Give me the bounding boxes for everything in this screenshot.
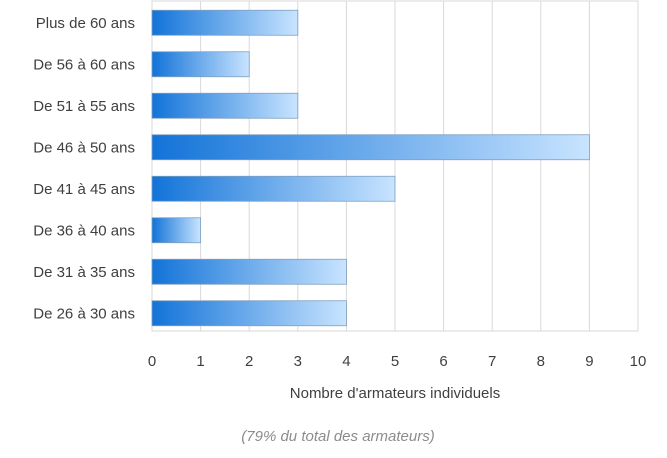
x-tick-label-8: 8 <box>537 353 545 370</box>
x-tick-label-6: 6 <box>439 353 447 370</box>
bar-0 <box>151 9 299 36</box>
category-label-6: De 31 à 35 ans <box>33 264 135 281</box>
x-tick-label-3: 3 <box>294 353 302 370</box>
plot-frame <box>151 0 639 332</box>
bar-2 <box>151 92 299 119</box>
category-labels: Plus de 60 ans De 56 à 60 ans De 51 à 55 a… <box>33 15 135 323</box>
bar-7 <box>151 300 347 327</box>
x-tick-label-10: 10 <box>630 353 647 370</box>
x-tick-labels: 0 1 2 3 4 5 6 7 8 9 10 <box>148 353 647 370</box>
x-tick-label-2: 2 <box>245 353 253 370</box>
x-tick-label-4: 4 <box>342 353 350 370</box>
category-label-3: De 46 à 50 ans <box>33 139 135 156</box>
x-tick-label-9: 9 <box>585 353 593 370</box>
category-label-5: De 36 à 40 ans <box>33 222 135 239</box>
bar-3 <box>151 134 590 161</box>
category-label-4: De 41 à 45 ans <box>33 181 135 198</box>
category-label-0: Plus de 60 ans <box>36 15 135 32</box>
bar-4 <box>151 175 396 202</box>
bar-5 <box>151 217 201 244</box>
x-tick-label-7: 7 <box>488 353 496 370</box>
bars <box>151 9 590 327</box>
x-tick-label-1: 1 <box>196 353 204 370</box>
category-label-7: De 26 à 30 ans <box>33 305 135 322</box>
bar-6 <box>151 258 347 285</box>
x-axis-title: Nombre d'armateurs individuels <box>290 385 500 402</box>
category-label-2: De 51 à 55 ans <box>33 98 135 115</box>
x-tick-label-0: 0 <box>148 353 156 370</box>
bar-1 <box>151 51 250 78</box>
chart-caption: (79% du total des armateurs) <box>241 428 434 445</box>
x-tick-label-5: 5 <box>391 353 399 370</box>
category-label-1: De 56 à 60 ans <box>33 56 135 73</box>
